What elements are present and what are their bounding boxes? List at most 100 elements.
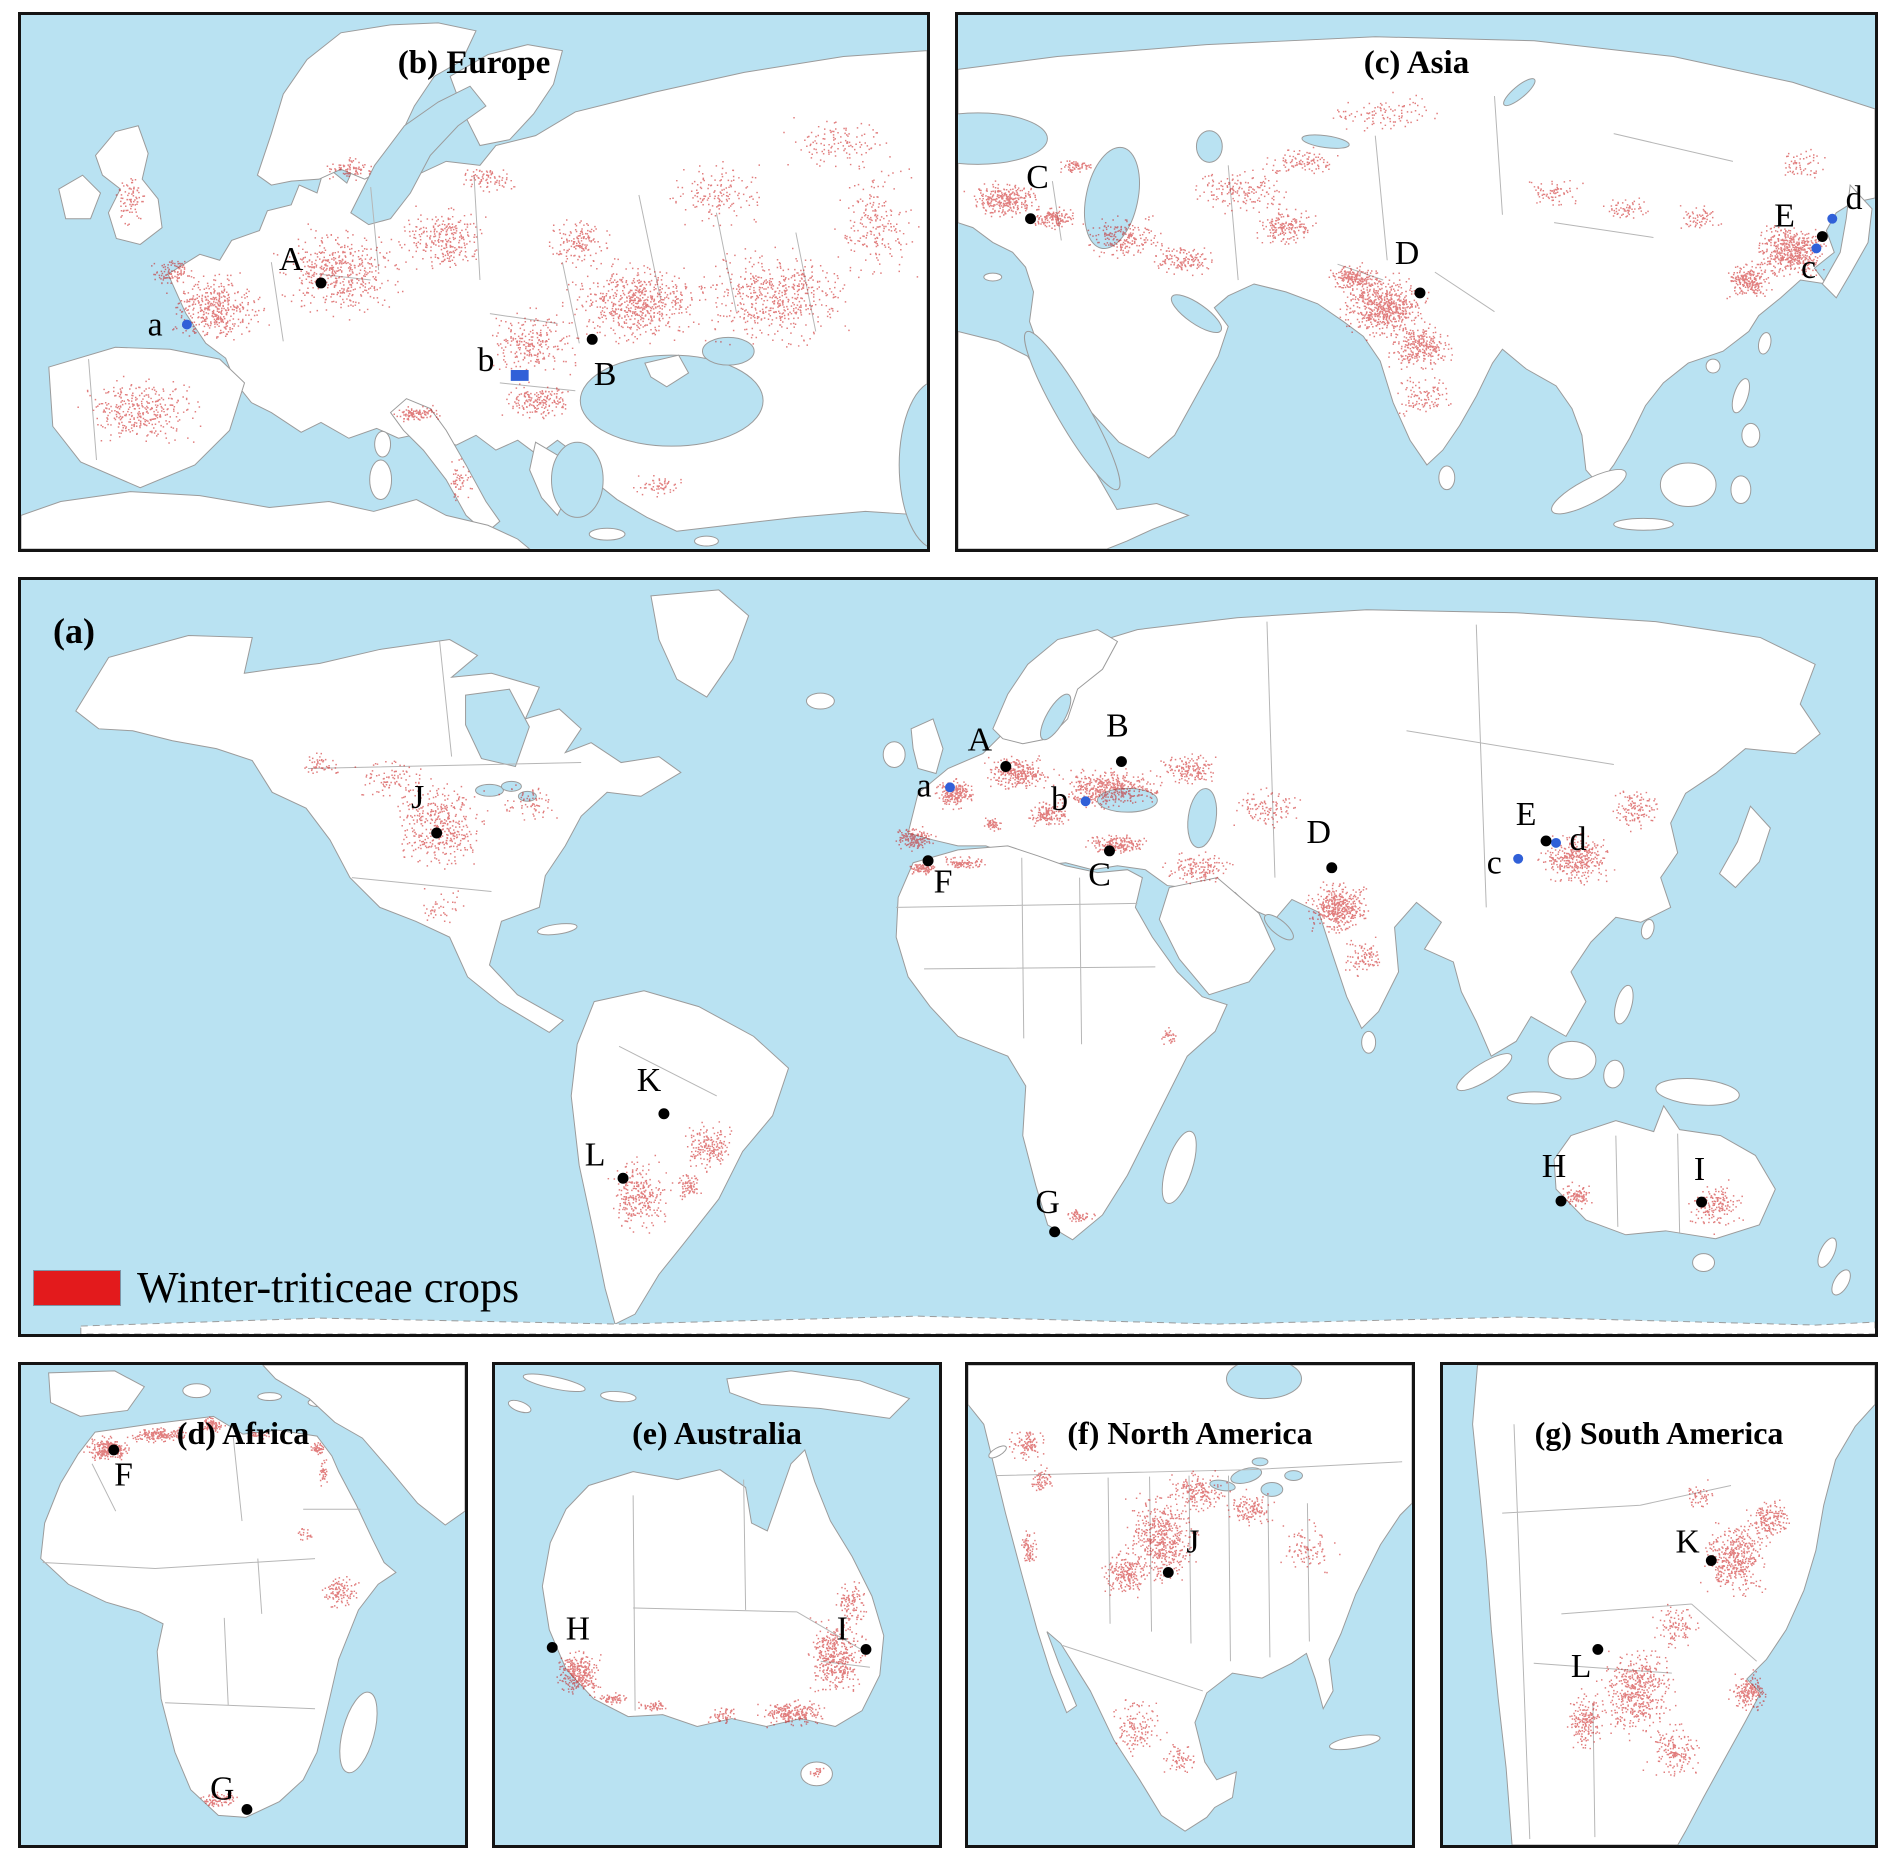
land-corsica	[374, 430, 392, 458]
site-marker-C	[1025, 213, 1036, 225]
land-africa	[40, 1415, 397, 1818]
site-marker-J	[1162, 1566, 1174, 1578]
land-crete	[257, 1392, 282, 1402]
land-scandinavia	[992, 629, 1119, 745]
site-label-L: L	[1571, 1648, 1591, 1685]
site-label-L: L	[585, 1136, 606, 1173]
panel-north-america-map: J (f) North America	[965, 1362, 1415, 1848]
land-iberia	[48, 1370, 146, 1417]
red-sea	[1024, 330, 1121, 491]
site-marker-H	[546, 1642, 558, 1653]
sea-of-azov	[701, 336, 755, 366]
site-markers-layer: Aa b B	[148, 241, 617, 393]
country-borders	[1502, 1424, 1757, 1840]
site-label-c: c	[1801, 249, 1816, 286]
land-crimea	[644, 354, 690, 388]
legend-color-swatch	[33, 1270, 121, 1306]
site-markers-layer: FG	[108, 1444, 253, 1815]
land-australia	[1553, 1104, 1776, 1240]
site-marker-L	[1592, 1644, 1604, 1655]
north-america-map-svg: J	[968, 1365, 1412, 1832]
site-marker-b	[1080, 796, 1091, 807]
black-sea	[579, 354, 764, 447]
site-label-d: d	[1846, 180, 1863, 217]
land-uk	[94, 125, 163, 245]
site-label-C: C	[1088, 857, 1111, 894]
lake-baikal	[1503, 78, 1536, 107]
site-marker-a	[945, 782, 955, 793]
great-lakes	[475, 780, 537, 802]
land-sicily	[182, 1383, 211, 1399]
lake-balkhash	[1301, 134, 1350, 149]
land-crete	[588, 527, 626, 541]
caspian-sea	[1084, 146, 1140, 250]
site-label-D: D	[1307, 814, 1331, 851]
site-label-F: F	[934, 864, 953, 901]
site-marker-K	[1705, 1555, 1717, 1566]
land-iberia	[48, 346, 246, 489]
site-marker-c	[1811, 243, 1822, 254]
site-marker-d	[1827, 213, 1838, 224]
site-marker-G	[241, 1804, 253, 1815]
country-borders	[308, 621, 1681, 1233]
legend-label: Winter-triticeae crops	[137, 1263, 520, 1312]
black-sea	[958, 112, 1048, 165]
site-marker-c	[1513, 853, 1524, 864]
aral-sea	[1195, 130, 1223, 163]
aegean-sea	[550, 441, 604, 518]
land-ireland	[882, 741, 906, 769]
site-label-c: c	[1487, 845, 1502, 882]
site-label-d: d	[1569, 821, 1586, 858]
hudson-bay	[465, 688, 530, 768]
site-marker-H	[1555, 1195, 1567, 1207]
site-label-E: E	[1774, 198, 1795, 235]
site-label-C: C	[1026, 159, 1049, 196]
site-marker-D	[1326, 862, 1338, 874]
caspian-sea	[1187, 788, 1218, 849]
site-label-K: K	[637, 1062, 662, 1099]
europe-landmasses	[21, 22, 927, 549]
land-se-asia-islands	[1361, 919, 1740, 1106]
site-label-K: K	[1675, 1524, 1699, 1561]
baltic-sea	[350, 85, 487, 226]
world-landmasses	[75, 589, 1875, 1334]
site-marker-A	[1000, 761, 1012, 772]
crop-dots-south_america	[1566, 1479, 1790, 1777]
site-markers-layer: J	[1162, 1524, 1199, 1578]
country-borders	[42, 1436, 361, 1710]
land-finland	[449, 44, 564, 147]
land-greenland	[650, 589, 750, 698]
site-label-J: J	[411, 779, 424, 816]
north-america-landmasses	[968, 1365, 1412, 1832]
site-marker-F	[922, 855, 934, 867]
site-marker-B	[586, 333, 598, 345]
land-cuba	[537, 923, 578, 936]
land-uk	[910, 718, 944, 775]
land-cyprus	[694, 535, 719, 547]
land-middle-east	[262, 1365, 465, 1526]
land-asia-mainland	[958, 36, 1875, 486]
site-marker-I	[860, 1644, 872, 1655]
site-label-b: b	[1051, 781, 1068, 818]
asia-map-svg: C D E dc	[958, 36, 1875, 549]
land-cuba	[1328, 1734, 1381, 1751]
land-north-africa	[21, 491, 531, 549]
site-marker-J	[431, 827, 443, 839]
site-label-G: G	[1035, 1184, 1059, 1221]
site-marker-G	[1049, 1226, 1061, 1238]
caspian-sea	[898, 383, 927, 547]
land-ireland	[58, 174, 102, 220]
world-map-svg: J Aa Bb C F D Ed c KL G H I	[75, 589, 1875, 1334]
site-marker-D	[1414, 287, 1426, 299]
country-borders	[88, 175, 817, 461]
site-marker-a	[181, 319, 192, 330]
site-label-J: J	[1186, 1524, 1199, 1561]
site-marker-b	[510, 370, 529, 381]
site-label-F: F	[114, 1456, 133, 1493]
site-label-I: I	[1694, 1151, 1705, 1188]
